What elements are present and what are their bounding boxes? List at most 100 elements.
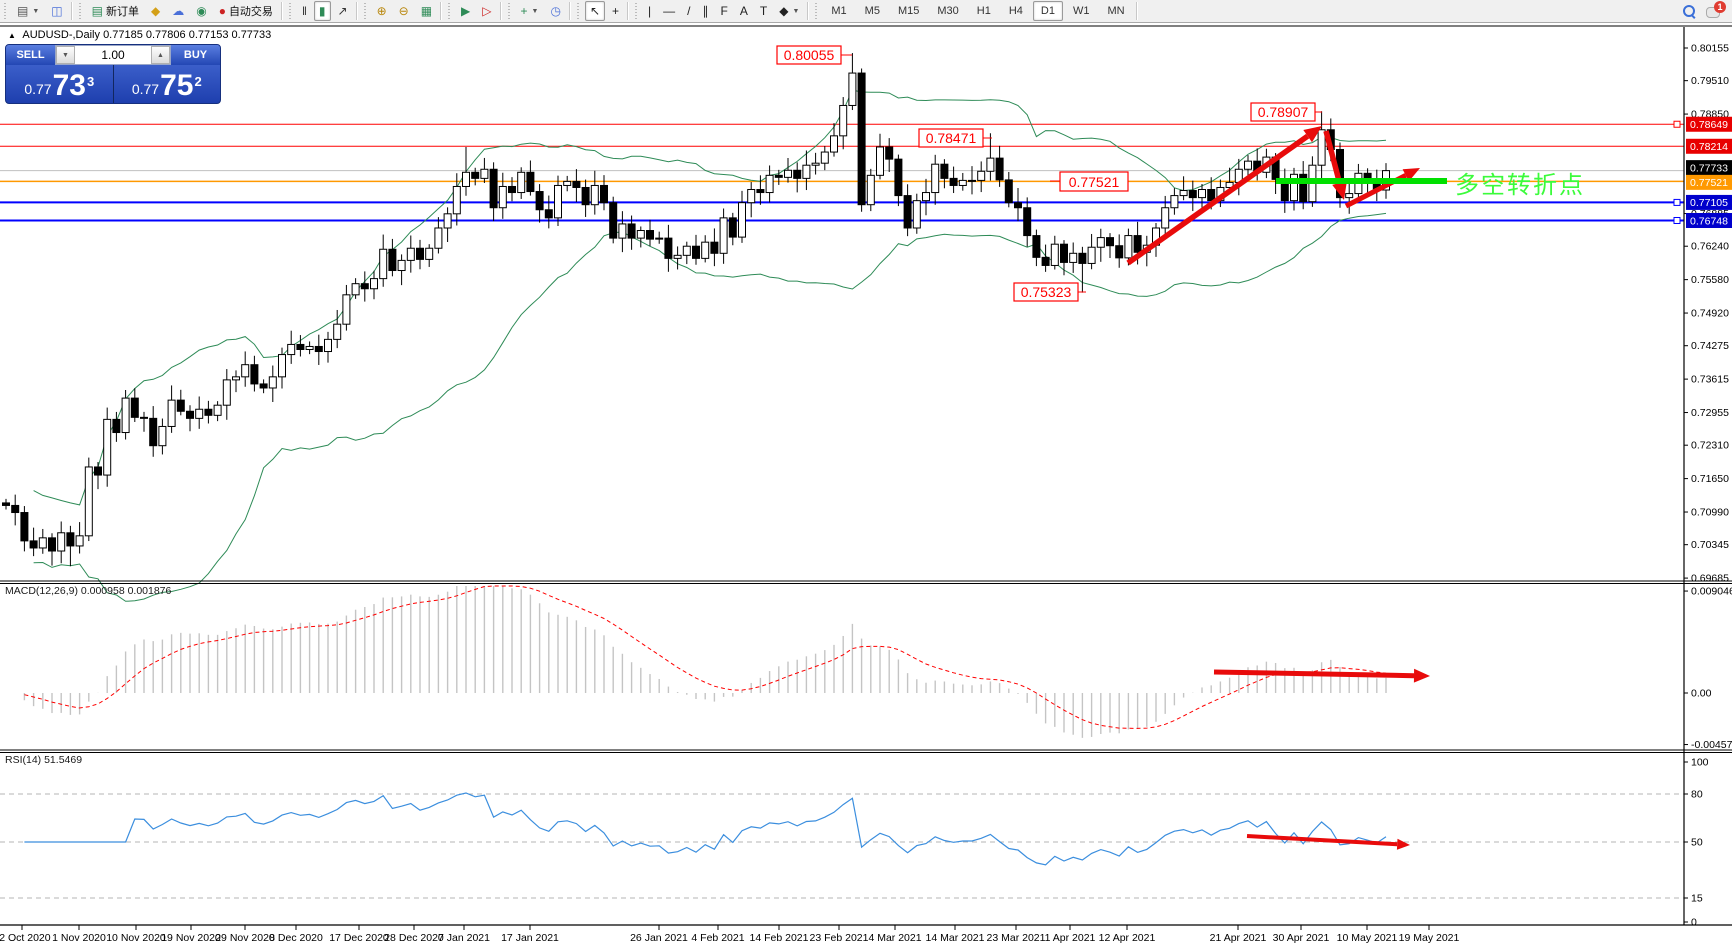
timeframe-mn-button[interactable]: MN <box>1107 5 1125 17</box>
arrows-tool-button[interactable]: ◆ ▼ <box>774 1 804 21</box>
timeframe-h1-button[interactable]: H1 <box>976 5 991 17</box>
text-label-tool-button[interactable]: T <box>755 1 772 21</box>
date-tick-label: 23 Feb 2021 <box>810 932 869 944</box>
new-chart-button[interactable]: ▤ ▼ <box>12 1 44 21</box>
date-tick-label: 7 Jan 2021 <box>438 932 490 944</box>
price-callout-box <box>776 45 842 65</box>
new-order-button[interactable]: ▤ 新订单 <box>87 1 144 21</box>
notifications-icon[interactable]: 1 <box>1706 0 1726 19</box>
buy-button[interactable]: BUY <box>171 45 220 65</box>
vertical-line-tool-button[interactable]: | <box>643 1 656 21</box>
search-icon[interactable] <box>1682 4 1696 19</box>
svg-text:0.75580: 0.75580 <box>1691 274 1729 286</box>
algo-trading-button[interactable]: ● 自动交易 <box>214 1 278 21</box>
vertical-line-tool-icon: | <box>648 4 652 18</box>
price-callout-box <box>1013 282 1079 302</box>
indicators-add-button[interactable]: + ▼ <box>516 1 544 21</box>
macd-signal-line <box>24 585 1387 729</box>
price-badge: 0.77733 <box>1690 162 1728 174</box>
price-callout-box <box>1250 102 1316 122</box>
svg-text:100: 100 <box>1691 757 1709 769</box>
channel-tool-icon: ∥ <box>702 4 709 18</box>
date-tick-label: 4 Mar 2021 <box>868 932 921 944</box>
timeframe-w1-button[interactable]: W1 <box>1072 5 1090 17</box>
new-chart-dropdown-icon[interactable]: ▼ <box>32 7 40 15</box>
fibonacci-tool-button[interactable]: F <box>716 1 733 21</box>
date-tick-label: 10 May 2021 <box>1337 932 1398 944</box>
symbol-name: AUDUSD-,Daily <box>22 29 100 41</box>
volume-down-button[interactable]: ▼ <box>56 46 75 64</box>
notification-badge: 1 <box>1714 0 1726 13</box>
timeframe-m1-button[interactable]: M1 <box>831 5 847 17</box>
timeframe-d1-button[interactable]: D1 <box>1032 1 1063 21</box>
volume-up-button[interactable]: ▲ <box>151 46 170 64</box>
chart-shift-button[interactable]: ▷ <box>477 1 496 21</box>
deposit-funds-button[interactable]: ◆ <box>146 1 165 21</box>
rsi-line <box>24 792 1387 866</box>
tile-windows-button[interactable]: ▦ <box>416 1 437 21</box>
price-badge: 0.77521 <box>1690 177 1728 189</box>
mql5-community-button[interactable]: ☁ <box>167 1 189 21</box>
one-click-trade-panel: SELL ▼ ▲ BUY 0.77 73 3 0.77 75 2 <box>5 44 221 104</box>
crosshair-tool-button[interactable]: + <box>607 1 624 21</box>
arrows-tool-dropdown-icon[interactable]: ▼ <box>792 7 800 15</box>
date-tick-label: 29 Nov 2020 <box>215 932 275 944</box>
sell-button[interactable]: SELL <box>6 45 55 65</box>
arrows-tool-icon: ◆ <box>779 4 789 18</box>
date-tick-label: 21 Apr 2021 <box>1210 932 1267 944</box>
indicators-add-icon: + <box>520 4 528 18</box>
sell-price-sup: 3 <box>86 74 95 89</box>
auto-scroll-button[interactable]: ▶ <box>456 1 475 21</box>
svg-text:0.70345: 0.70345 <box>1691 539 1729 551</box>
periods-button[interactable]: ◷ <box>545 1 565 21</box>
volume-input[interactable] <box>75 46 151 64</box>
chart-line-mode-button[interactable]: ↗ <box>333 1 353 21</box>
macd-indicator-label: MACD(12,26,9) 0.000958 0.001876 <box>5 585 172 597</box>
trendline-tool-button[interactable]: / <box>682 1 695 21</box>
horizontal-line-tool-button[interactable]: — <box>658 1 680 21</box>
chart-profiles-button[interactable]: ◫ <box>46 1 67 21</box>
sell-price[interactable]: 0.77 73 3 <box>6 65 114 103</box>
channel-tool-button[interactable]: ∥ <box>698 1 714 21</box>
turning-point-label: 多空转折点 <box>1455 172 1585 199</box>
price-callout-text: 0.77521 <box>1069 174 1120 190</box>
broadcast-signals-button[interactable]: ◉ <box>191 1 211 21</box>
collapse-arrow-icon[interactable]: ▲ <box>8 31 16 40</box>
chart-bars-mode-button[interactable]: ‖ <box>297 1 312 21</box>
new-chart-icon: ▤ <box>17 4 29 18</box>
zoom-out-button[interactable]: ⊖ <box>394 1 414 21</box>
timeframe-m30-button[interactable]: M30 <box>937 5 959 17</box>
candlestick-series[interactable] <box>2 53 1390 567</box>
price-chart-canvas[interactable]: 100 80 50 15 0 0.009046 0.00 -0.004574 0.80155 0.… <box>0 22 1732 945</box>
mql5-community-icon: ☁ <box>172 4 185 18</box>
buy-price-sup: 2 <box>194 74 202 89</box>
date-tick-label: 19 Nov 2020 <box>161 932 221 944</box>
chart-candles-mode-button[interactable]: ▮ <box>313 1 331 21</box>
price-callout-box <box>1059 171 1129 192</box>
price-callout-box <box>918 128 984 148</box>
buy-price[interactable]: 0.77 75 2 <box>114 65 221 103</box>
svg-text:0: 0 <box>1691 917 1697 929</box>
timeframe-h4-button[interactable]: H4 <box>1008 5 1023 17</box>
deposit-funds-icon: ◆ <box>150 4 161 18</box>
fibonacci-tool-icon: F <box>720 4 728 18</box>
date-tick-label: 17 Dec 2020 <box>329 932 389 944</box>
timeframe-m5-button[interactable]: M5 <box>864 5 880 17</box>
date-tick-label: 17 Jan 2021 <box>501 932 559 944</box>
text-tool-button[interactable]: A <box>735 1 753 21</box>
axes[interactable]: 100 80 50 15 0 0.009046 0.00 -0.004574 0.80155 0.… <box>0 25 1732 944</box>
date-tick-label: 8 Dec 2020 <box>269 932 323 944</box>
svg-text:0.69685: 0.69685 <box>1691 573 1729 585</box>
text-label-tool-icon: T <box>759 4 768 18</box>
indicators-add-dropdown-icon[interactable]: ▼ <box>531 7 539 15</box>
svg-text:50: 50 <box>1691 837 1703 849</box>
svg-text:0.73615: 0.73615 <box>1691 374 1729 386</box>
date-tick-label: 12 Apr 2021 <box>1099 932 1156 944</box>
chart-window[interactable]: 100 80 50 15 0 0.009046 0.00 -0.004574 0.80155 0.… <box>0 22 1732 945</box>
timeframe-m15-button[interactable]: M15 <box>897 5 920 17</box>
date-tick-label: 22 Oct 2020 <box>0 932 51 944</box>
zoom-in-button[interactable]: ⊕ <box>372 1 392 21</box>
trendline-tool-icon: / <box>687 4 691 18</box>
cursor-tool-button[interactable]: ↖ <box>584 1 606 21</box>
